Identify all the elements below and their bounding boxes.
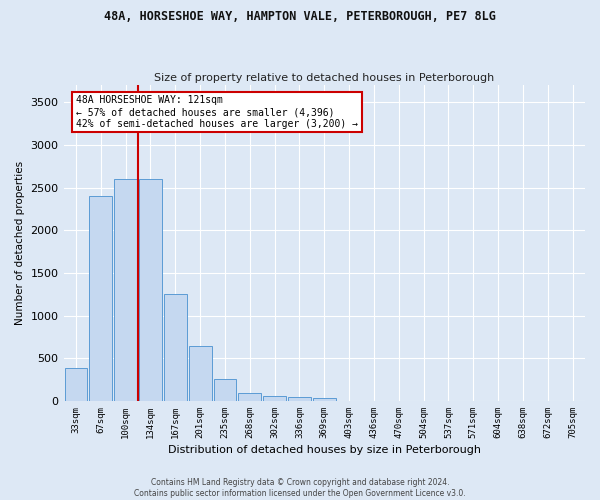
Bar — [65, 368, 88, 401]
Y-axis label: Number of detached properties: Number of detached properties — [15, 161, 25, 325]
Text: Contains HM Land Registry data © Crown copyright and database right 2024.
Contai: Contains HM Land Registry data © Crown c… — [134, 478, 466, 498]
Text: 48A, HORSESHOE WAY, HAMPTON VALE, PETERBOROUGH, PE7 8LG: 48A, HORSESHOE WAY, HAMPTON VALE, PETERB… — [104, 10, 496, 23]
Bar — [313, 398, 335, 401]
Bar — [263, 396, 286, 401]
Bar — [238, 394, 261, 401]
Bar — [164, 294, 187, 401]
Bar — [114, 179, 137, 401]
Bar — [139, 179, 162, 401]
X-axis label: Distribution of detached houses by size in Peterborough: Distribution of detached houses by size … — [168, 445, 481, 455]
Bar — [288, 396, 311, 401]
Bar — [214, 379, 236, 401]
Title: Size of property relative to detached houses in Peterborough: Size of property relative to detached ho… — [154, 73, 494, 83]
Text: 48A HORSESHOE WAY: 121sqm
← 57% of detached houses are smaller (4,396)
42% of se: 48A HORSESHOE WAY: 121sqm ← 57% of detac… — [76, 96, 358, 128]
Bar — [89, 196, 112, 401]
Bar — [188, 346, 212, 401]
